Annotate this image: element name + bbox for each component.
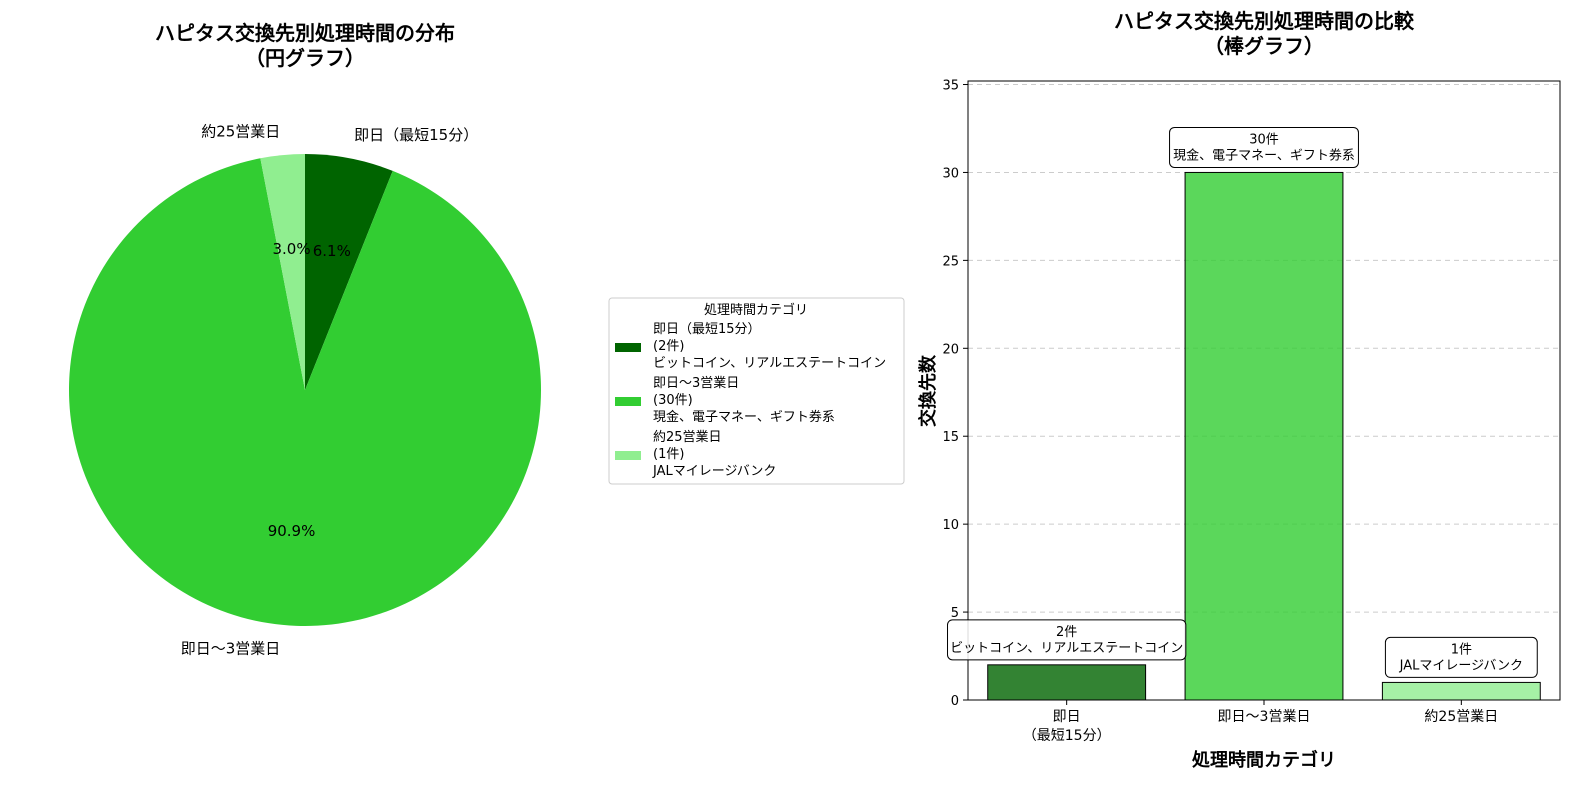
- legend-entry-label: 即日（最短15分）(2件)ビットコイン、リアルエステートコイン: [653, 322, 886, 371]
- pie-legend: 処理時間カテゴリ 即日（最短15分）(2件)ビットコイン、リアルエステートコイン…: [608, 297, 905, 485]
- bar-annotation-box: [947, 619, 1187, 661]
- bar-y-tick-label: 5: [951, 606, 959, 621]
- bar: [1381, 681, 1541, 701]
- bar-chart: ハピタス交換先別処理時間の比較（棒グラフ） 0 5 10 15 20 25 30 35 即日（…: [917, 9, 1561, 771]
- bar-y-tick-label: 35: [942, 79, 959, 94]
- pie-chart-title: ハピタス交換先別処理時間の分布（円グラフ）: [155, 21, 455, 70]
- legend-swatch: [615, 343, 641, 352]
- pie-category-label: 即日（最短15分）: [354, 126, 478, 144]
- legend-swatch: [615, 397, 641, 406]
- legend-entry-label: 即日〜3営業日(30件)現金、電子マネー、ギフト券系: [653, 375, 835, 425]
- bar-x-ticks: 即日（最短15分） 即日〜3営業日 約25営業日: [1023, 700, 1498, 744]
- bar-bars: [987, 171, 1541, 701]
- bar-x-tick-label: 約25営業日: [1424, 709, 1498, 725]
- pie-labels: 6.1% 即日（最短15分） 90.9% 即日〜3営業日 3.0% 約25営業日: [181, 123, 478, 658]
- pie-slice: [260, 154, 305, 390]
- bar-y-tick-label: 25: [942, 254, 959, 269]
- bar-y-tick-label: 20: [942, 342, 959, 357]
- bar-annotation-box: [1169, 126, 1359, 168]
- pie-slice: [69, 158, 541, 627]
- bar: [987, 664, 1147, 701]
- legend-entry-label: 約25営業日(1件) JALマイレージバンク: [652, 429, 776, 479]
- bar-x-tick-label: 即日〜3営業日: [1218, 709, 1311, 725]
- bar-y-tick-label: 15: [942, 430, 959, 445]
- pie-percent-label: 90.9%: [268, 522, 316, 540]
- pie-category-label: 即日〜3営業日: [181, 639, 281, 657]
- bar-annotation-text: 1件 JALマイレージバンク: [1399, 642, 1523, 673]
- pie-percent-label: 6.1%: [313, 242, 351, 260]
- bar-y-tick-label: 10: [942, 518, 959, 533]
- legend-title: 処理時間カテゴリ: [704, 302, 808, 318]
- pie-category-label: 約25営業日: [201, 123, 280, 141]
- bar-y-tick-label: 30: [942, 166, 959, 181]
- legend-swatch: [615, 451, 641, 460]
- bar-chart-title: ハピタス交換先別処理時間の比較（棒グラフ）: [1114, 9, 1415, 58]
- bar-x-tick-label: 即日（最短15分）: [1023, 709, 1111, 744]
- bar-annotation-text: 2件ビットコイン、リアルエステートコイン: [950, 625, 1183, 656]
- bar-y-axis-label: 交換先数: [917, 354, 939, 427]
- bar: [1184, 171, 1344, 701]
- bar-annotation-box: [1384, 636, 1538, 678]
- bar-x-axis-label: 処理時間カテゴリ: [1192, 749, 1336, 771]
- bar-annotation-text: 30件現金、電子マネー、ギフト券系: [1173, 132, 1355, 163]
- pie-slice: [305, 154, 393, 390]
- pie-slices: [69, 154, 541, 627]
- legend-frame: [608, 297, 905, 485]
- pie-percent-label: 3.0%: [272, 240, 310, 258]
- legend-entries: 即日（最短15分）(2件)ビットコイン、リアルエステートコイン即日〜3営業日(3…: [615, 322, 886, 479]
- bar-y-tick-label: 0: [951, 694, 959, 709]
- bar-y-ticks: 0 5 10 15 20 25 30 35: [942, 79, 968, 709]
- bar-annotations: 2件ビットコイン、リアルエステートコイン 30件現金、電子マネー、ギフト券系 1件 J…: [947, 126, 1538, 678]
- pie-chart: ハピタス交換先別処理時間の分布（円グラフ） 6.1% 即日（最短15分） 90.9%…: [69, 21, 541, 657]
